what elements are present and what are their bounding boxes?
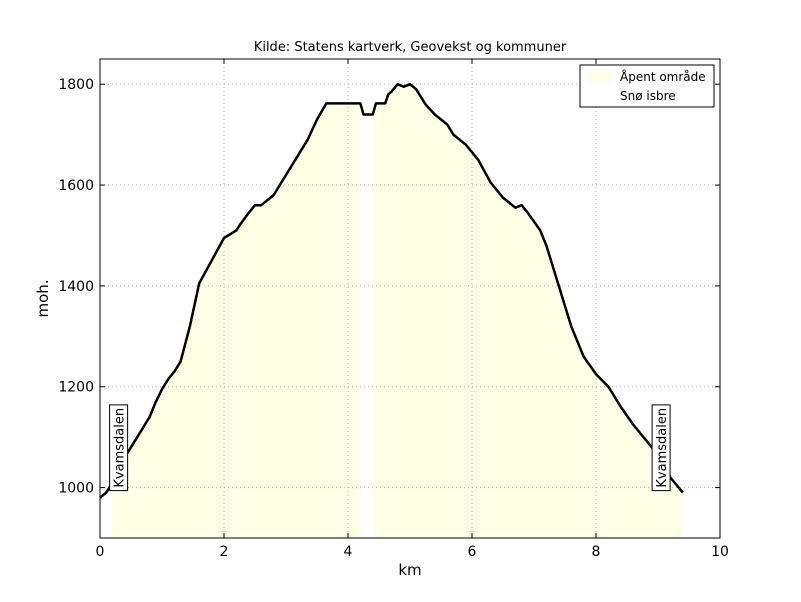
fill-layer [112,84,683,539]
x-axis-label: km [398,561,421,579]
plot-frame [99,58,721,539]
fill-region-1 [112,103,361,539]
annotation-2: Kvamsdalen [651,404,671,492]
x-tick-label: 0 [96,544,105,560]
y-tick-label: 1800 [58,77,94,93]
line-layer [99,82,684,499]
y-tick-label: 1600 [58,178,94,194]
annotation-layer: Kvamsdalen Kvamsdalen [109,404,671,492]
y-tick-label: 1200 [58,380,94,396]
y-axis-label: moh. [34,279,52,317]
y-tick-label: 1400 [58,279,94,295]
x-tick-label: 2 [220,544,229,560]
annotation-label: Kvamsdalen [655,408,670,488]
chart-title: Kilde: Statens kartverk, Geovekst og kom… [254,40,567,55]
legend-label: Åpent område [620,69,706,84]
fill-region-2 [372,84,683,538]
legend: Åpent område Snø isbre [579,64,715,108]
annotation-label: Kvamsdalen [113,408,128,488]
elevation-line [99,82,684,499]
x-tick-label: 8 [592,544,601,560]
legend-label: Snø isbre [620,89,676,103]
x-tick-label: 10 [711,544,729,560]
annotation-box [651,404,671,492]
x-tick-label: 6 [468,544,477,560]
annotation-box [109,404,129,492]
legend-swatch [588,72,612,82]
legend-swatch [588,91,612,101]
tick-layer: 0 2 4 6 8 10 1000 1200 1400 1600 1800 [58,59,729,560]
annotation-1: Kvamsdalen [109,404,129,492]
y-tick-label: 1000 [58,481,94,497]
x-tick-label: 4 [344,544,353,560]
